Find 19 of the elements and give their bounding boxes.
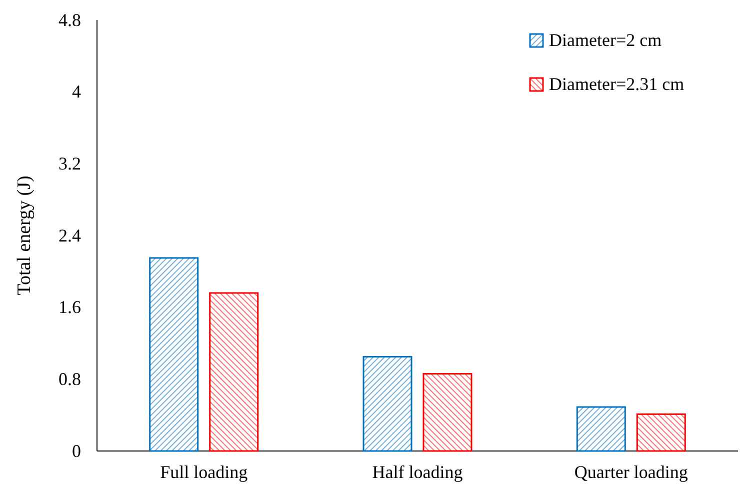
bar <box>209 292 259 452</box>
bar <box>636 413 686 452</box>
legend-label: Diameter=2 cm <box>549 30 662 50</box>
y-tick-label: 2.4 <box>58 225 81 246</box>
x-tick-label: Full loading <box>160 462 248 482</box>
y-tick-label: 4 <box>72 82 81 102</box>
y-axis-title: Total energy (J) <box>14 176 35 296</box>
y-tick-label: 0 <box>72 440 81 461</box>
bar <box>576 406 626 452</box>
x-tick-label: Quarter loading <box>574 462 688 482</box>
y-tick-label: 4.8 <box>58 10 81 30</box>
bar <box>149 257 199 452</box>
y-tick-label: 0.8 <box>58 368 81 389</box>
x-tick-label: Half loading <box>372 462 463 482</box>
bar <box>362 356 412 452</box>
legend-label: Diameter=2.31 cm <box>549 74 684 94</box>
y-tick-label: 3.2 <box>58 153 81 174</box>
y-tick-label: 1.6 <box>58 297 81 318</box>
bar <box>422 373 472 452</box>
